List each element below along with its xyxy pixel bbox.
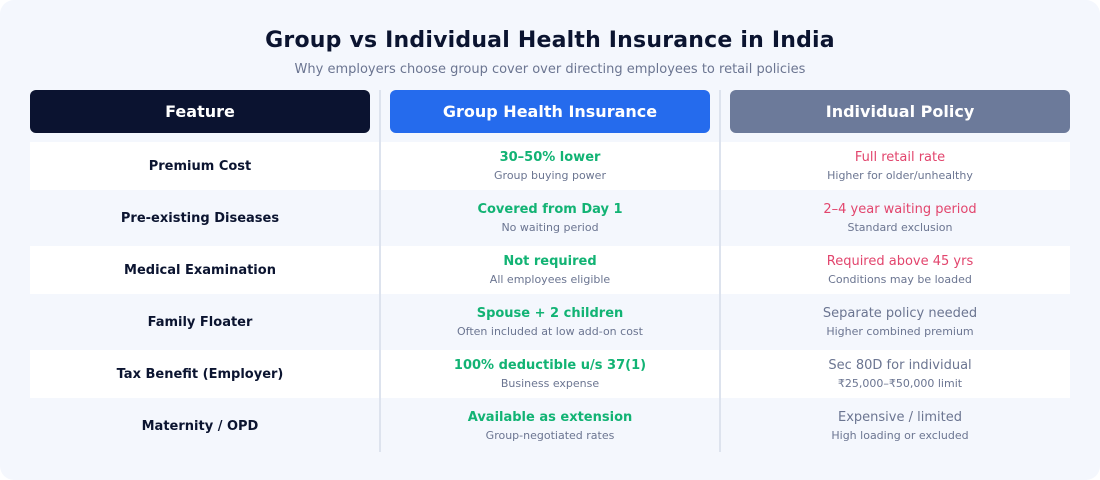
group-value: Not required — [503, 254, 597, 269]
feature-label: Medical Examination — [124, 262, 276, 278]
individual-note: Conditions may be loaded — [828, 273, 972, 286]
individual-note: High loading or excluded — [831, 429, 969, 442]
header-individual-policy: Individual Policy — [730, 90, 1070, 133]
header-feature: Feature — [30, 90, 370, 133]
individual-note: Higher combined premium — [826, 325, 974, 338]
individual-value: 2–4 year waiting period — [823, 202, 977, 217]
individual-value: Full retail rate — [854, 150, 946, 165]
individual-value: Required above 45 yrs — [826, 254, 974, 269]
group-note: All employees eligible — [489, 273, 611, 286]
feature-label: Tax Benefit (Employer) — [116, 366, 284, 382]
group-note: Often included at low add-on cost — [457, 325, 643, 338]
group-value: Available as extension — [467, 410, 633, 425]
individual-note: Higher for older/unhealthy — [827, 169, 973, 182]
feature-label: Premium Cost — [148, 158, 252, 174]
individual-value: Expensive / limited — [838, 410, 962, 425]
column-divider — [719, 90, 721, 452]
column-divider — [379, 90, 381, 452]
individual-note: ₹25,000–₹50,000 limit — [837, 377, 963, 390]
table-row: Tax Benefit (Employer) 100% deductible u… — [30, 350, 1070, 398]
feature-label: Pre-existing Diseases — [120, 210, 280, 226]
individual-value: Separate policy needed — [822, 306, 978, 321]
table-row: Maternity / OPD Available as extension G… — [30, 398, 1070, 454]
table-row: Family Floater Spouse + 2 children Often… — [30, 294, 1070, 350]
group-value: Spouse + 2 children — [476, 306, 624, 321]
individual-note: Standard exclusion — [847, 221, 953, 234]
group-value: 30–50% lower — [499, 150, 601, 165]
feature-label: Family Floater — [147, 314, 253, 330]
group-note: Business expense — [500, 377, 600, 390]
page-subtitle: Why employers choose group cover over di… — [294, 62, 806, 77]
comparison-table: Premium Cost 30–50% lower Group buying p… — [30, 142, 1070, 454]
table-row: Pre-existing Diseases Covered from Day 1… — [30, 190, 1070, 246]
group-note: No waiting period — [501, 221, 599, 234]
individual-value: Sec 80D for individual — [828, 358, 972, 373]
group-note: Group-negotiated rates — [485, 429, 615, 442]
group-note: Group buying power — [494, 169, 606, 182]
table-row: Premium Cost 30–50% lower Group buying p… — [30, 142, 1070, 190]
feature-label: Maternity / OPD — [141, 418, 259, 434]
group-value: Covered from Day 1 — [477, 202, 623, 217]
group-value: 100% deductible u/s 37(1) — [453, 358, 647, 373]
header-group-health-insurance: Group Health Insurance — [390, 90, 710, 133]
page-title: Group vs Individual Health Insurance in … — [265, 28, 835, 53]
table-row: Medical Examination Not required All emp… — [30, 246, 1070, 294]
